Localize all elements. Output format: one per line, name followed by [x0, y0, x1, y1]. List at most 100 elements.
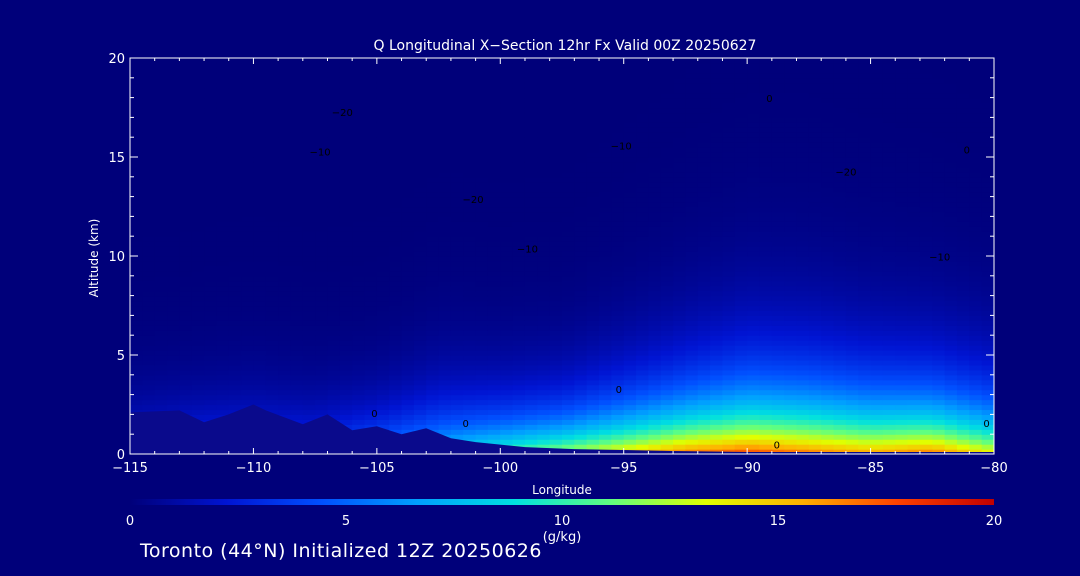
humidity-cell	[500, 82, 514, 89]
humidity-cell	[142, 102, 156, 109]
humidity-cell	[364, 295, 378, 302]
humidity-cell	[673, 251, 687, 257]
humidity-cell	[524, 226, 538, 232]
humidity-cell	[426, 350, 440, 356]
humidity-cell	[636, 305, 649, 312]
humidity-cell	[278, 231, 292, 237]
humidity-cell	[179, 87, 193, 94]
humidity-cell	[870, 107, 884, 114]
humidity-cell	[228, 112, 242, 118]
humidity-cell	[747, 251, 761, 257]
humidity-cell	[339, 211, 353, 217]
humidity-cell	[660, 246, 674, 252]
humidity-cell	[413, 72, 427, 79]
humidity-cell	[302, 300, 316, 307]
humidity-cell	[734, 369, 748, 376]
humidity-cell	[265, 176, 279, 183]
humidity-cell	[537, 87, 551, 94]
humidity-cell	[241, 216, 255, 222]
humidity-cell	[315, 67, 329, 74]
humidity-cell	[426, 117, 440, 123]
humidity-cell	[845, 280, 859, 287]
humidity-cell	[537, 122, 551, 128]
humidity-cell	[722, 157, 736, 163]
humidity-cell	[574, 444, 588, 450]
humidity-cell	[623, 152, 637, 158]
humidity-cell	[870, 429, 884, 435]
humidity-cell	[179, 147, 193, 153]
humidity-cell	[216, 72, 230, 79]
humidity-cell	[216, 241, 230, 247]
humidity-cell	[747, 444, 761, 450]
humidity-cell	[315, 176, 329, 183]
humidity-cell	[821, 72, 835, 79]
humidity-cell	[315, 216, 329, 222]
humidity-cell	[179, 265, 193, 272]
humidity-cell	[278, 310, 292, 316]
humidity-cell	[586, 196, 600, 203]
humidity-cell	[253, 265, 267, 272]
humidity-cell	[463, 270, 477, 277]
humidity-cell	[463, 320, 477, 326]
humidity-cell	[882, 355, 896, 361]
humidity-cell	[352, 330, 366, 336]
humidity-cell	[586, 295, 600, 302]
humidity-cell	[389, 364, 403, 371]
humidity-cell	[154, 369, 168, 376]
humidity-cell	[722, 285, 736, 292]
humidity-cell	[759, 280, 773, 287]
humidity-cell	[179, 107, 193, 114]
humidity-cell	[463, 364, 477, 371]
humidity-cell	[771, 166, 785, 173]
humidity-cell	[253, 201, 267, 208]
humidity-cell	[562, 72, 575, 79]
humidity-cell	[845, 211, 859, 217]
humidity-cell	[438, 320, 452, 326]
humidity-cell	[179, 226, 193, 232]
humidity-cell	[660, 58, 674, 64]
humidity-cell	[796, 112, 810, 118]
humidity-cell	[302, 231, 316, 237]
humidity-cell	[167, 82, 180, 89]
humidity-cell	[586, 206, 600, 213]
humidity-cell	[265, 260, 279, 267]
humidity-cell	[771, 384, 785, 391]
humidity-cell	[487, 122, 501, 128]
humidity-cell	[833, 384, 847, 391]
humidity-cell	[475, 117, 489, 123]
humidity-cell	[191, 231, 205, 237]
humidity-cell	[512, 152, 526, 158]
humidity-cell	[265, 300, 279, 307]
humidity-cell	[845, 330, 859, 336]
humidity-cell	[673, 221, 687, 227]
humidity-cell	[870, 236, 884, 242]
humidity-cell	[562, 364, 575, 371]
humidity-cell	[537, 82, 551, 89]
humidity-cell	[759, 211, 773, 217]
humidity-cell	[228, 236, 242, 242]
humidity-cell	[623, 320, 637, 326]
humidity-cell	[833, 409, 847, 415]
humidity-cell	[599, 97, 612, 104]
humidity-cell	[870, 112, 884, 118]
humidity-cell	[759, 444, 773, 450]
humidity-cell	[339, 132, 353, 138]
humidity-cell	[537, 256, 551, 262]
humidity-cell	[759, 216, 773, 222]
humidity-cell	[771, 231, 785, 237]
humidity-cell	[722, 201, 736, 208]
humidity-cell	[253, 171, 267, 178]
humidity-cell	[821, 419, 835, 425]
humidity-cell	[549, 355, 563, 361]
humidity-cell	[364, 191, 378, 198]
humidity-cell	[537, 260, 551, 267]
humidity-cell	[796, 345, 810, 351]
humidity-cell	[487, 389, 501, 396]
humidity-cell	[216, 166, 230, 173]
humidity-cell	[450, 72, 464, 79]
humidity-cell	[599, 256, 612, 262]
humidity-cell	[352, 379, 366, 386]
humidity-cell	[463, 62, 477, 69]
humidity-cell	[401, 280, 415, 287]
humidity-cell	[241, 77, 255, 84]
